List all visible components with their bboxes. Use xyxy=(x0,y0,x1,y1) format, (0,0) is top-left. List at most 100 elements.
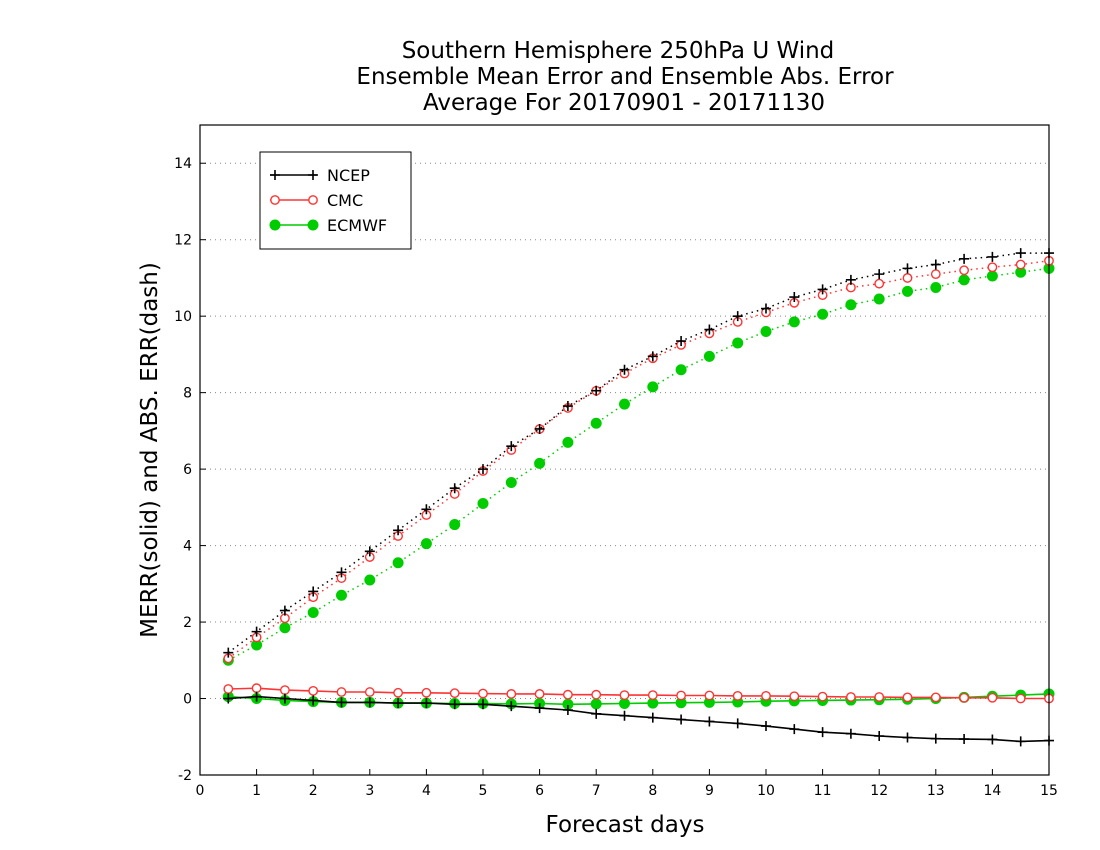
point-ecmwf-abs-err-25 xyxy=(930,282,942,293)
point-ncep-merr-8 xyxy=(449,699,460,710)
y-axis-ticks: -2 0 2 4 6 8 10 12 14 xyxy=(174,156,206,784)
legend-marker-end-cmc xyxy=(308,195,318,205)
point-ncep-merr-24 xyxy=(902,732,913,743)
point-cmc-merr-2 xyxy=(279,685,290,696)
point-ncep-abs-err-1 xyxy=(251,626,262,637)
x-tick-label-14: 14 xyxy=(983,783,1001,799)
point-ecmwf-abs-err-17 xyxy=(703,350,715,362)
point-cmc-merr-25 xyxy=(930,692,941,703)
point-ncep-abs-err-15 xyxy=(647,351,658,362)
point-ncep-abs-err-9 xyxy=(478,464,488,475)
point-ncep-abs-err-25 xyxy=(930,259,941,270)
point-ncep-abs-err-26 xyxy=(959,253,970,264)
point-ncep-abs-err-22 xyxy=(845,274,856,285)
point-ecmwf-abs-err-27 xyxy=(986,270,998,282)
point-cmc-merr-8 xyxy=(449,688,460,699)
point-ncep-abs-err-18 xyxy=(732,311,743,322)
point-ncep-merr-10 xyxy=(506,701,517,712)
point-cmc-abs-err-24 xyxy=(902,273,913,283)
point-cmc-merr-0 xyxy=(223,684,234,694)
point-cmc-merr-20 xyxy=(789,691,800,702)
point-cmc-merr-23 xyxy=(874,692,885,702)
point-cmc-merr-12 xyxy=(563,689,573,700)
point-cmc-merr-15 xyxy=(647,690,658,700)
point-cmc-merr-5 xyxy=(364,687,375,697)
point-cmc-merr-7 xyxy=(421,687,432,698)
x-tick-label-4: 4 xyxy=(422,783,431,799)
point-ncep-abs-err-27 xyxy=(987,251,998,262)
legend-marker-start-ncep xyxy=(270,170,280,180)
point-cmc-merr-6 xyxy=(393,687,403,698)
point-ecmwf-abs-err-4 xyxy=(336,589,347,601)
point-ncep-merr-1 xyxy=(251,691,262,702)
point-ncep-merr-11 xyxy=(534,703,545,714)
point-ncep-merr-15 xyxy=(647,712,658,723)
x-axis-ticks: 0 1 2 3 4 5 6 7 8 9 10 11 12 13 14 15 xyxy=(196,769,1058,799)
x-tick-label-9: 9 xyxy=(705,783,714,799)
point-cmc-abs-err-23 xyxy=(874,278,885,289)
point-ncep-merr-3 xyxy=(308,695,319,706)
series-layer xyxy=(222,248,1055,747)
point-cmc-abs-err-28 xyxy=(1015,259,1026,270)
point-ecmwf-abs-err-15 xyxy=(647,381,659,393)
point-cmc-merr-4 xyxy=(336,687,347,697)
point-ecmwf-abs-err-24 xyxy=(902,285,913,297)
point-ncep-abs-err-13 xyxy=(591,385,602,396)
point-ncep-abs-err-21 xyxy=(817,284,828,295)
point-ecmwf-abs-err-9 xyxy=(477,498,489,510)
x-tick-label-13: 13 xyxy=(927,783,945,799)
chart-title-line-3: Average For 20170901 - 20171130 xyxy=(423,90,825,116)
point-cmc-merr-14 xyxy=(619,690,630,700)
point-ncep-abs-err-8 xyxy=(449,483,460,494)
point-ecmwf-abs-err-19 xyxy=(760,325,772,337)
point-cmc-merr-1 xyxy=(251,683,262,694)
point-ncep-merr-22 xyxy=(845,728,856,739)
point-ncep-merr-0 xyxy=(223,693,234,704)
y-tick-label-8: 14 xyxy=(174,156,192,172)
y-tick-label-6: 10 xyxy=(174,309,192,325)
point-ncep-abs-err-17 xyxy=(704,324,715,335)
point-ecmwf-merr-14 xyxy=(619,698,630,709)
point-cmc-merr-11 xyxy=(534,689,545,699)
legend-entry-ecmwf: ECMWF xyxy=(269,216,387,235)
point-ecmwf-abs-err-3 xyxy=(307,607,319,618)
point-ncep-merr-23 xyxy=(874,731,885,741)
point-cmc-merr-18 xyxy=(732,690,743,701)
chart-title-line-2: Ensemble Mean Error and Ensemble Abs. Er… xyxy=(356,64,894,90)
legend-label-ecmwf: ECMWF xyxy=(327,216,387,235)
point-ncep-abs-err-3 xyxy=(308,586,319,597)
legend-entry-cmc: CMC xyxy=(270,191,363,210)
point-ecmwf-abs-err-10 xyxy=(505,477,517,488)
x-tick-label-1: 1 xyxy=(252,783,261,799)
point-cmc-merr-17 xyxy=(704,690,715,701)
point-ecmwf-abs-err-7 xyxy=(420,538,432,550)
x-tick-label-8: 8 xyxy=(648,783,657,799)
legend-marker-end-ncep xyxy=(308,170,318,180)
grid-lines xyxy=(200,162,1049,776)
x-tick-label-15: 15 xyxy=(1040,783,1058,799)
point-ncep-abs-err-14 xyxy=(619,364,630,375)
point-ncep-merr-2 xyxy=(279,693,290,704)
point-ncep-abs-err-12 xyxy=(562,401,573,412)
y-tick-label-4: 6 xyxy=(183,462,192,478)
point-ecmwf-abs-err-12 xyxy=(562,436,574,448)
legend-marker-start-ecmwf xyxy=(269,219,281,231)
point-cmc-abs-err-27 xyxy=(987,262,998,273)
point-cmc-merr-16 xyxy=(676,690,686,701)
y-tick-label-1: 0 xyxy=(183,692,192,708)
point-cmc-merr-19 xyxy=(761,690,771,701)
point-ecmwf-abs-err-11 xyxy=(534,457,546,469)
point-ecmwf-abs-err-13 xyxy=(590,417,602,429)
point-ncep-abs-err-16 xyxy=(676,336,687,347)
x-axis-label: Forecast days xyxy=(546,812,705,838)
y-tick-label-7: 12 xyxy=(174,233,192,249)
point-ncep-merr-5 xyxy=(364,697,375,708)
point-ncep-merr-13 xyxy=(591,708,602,719)
series-cmc-abs-err-line xyxy=(227,259,1050,660)
point-ncep-abs-err-4 xyxy=(336,567,347,578)
y-tick-label-0: -2 xyxy=(178,768,192,784)
legend-entry-ncep: NCEP xyxy=(270,166,370,185)
point-cmc-merr-10 xyxy=(506,689,517,699)
point-cmc-merr-26 xyxy=(959,692,969,703)
